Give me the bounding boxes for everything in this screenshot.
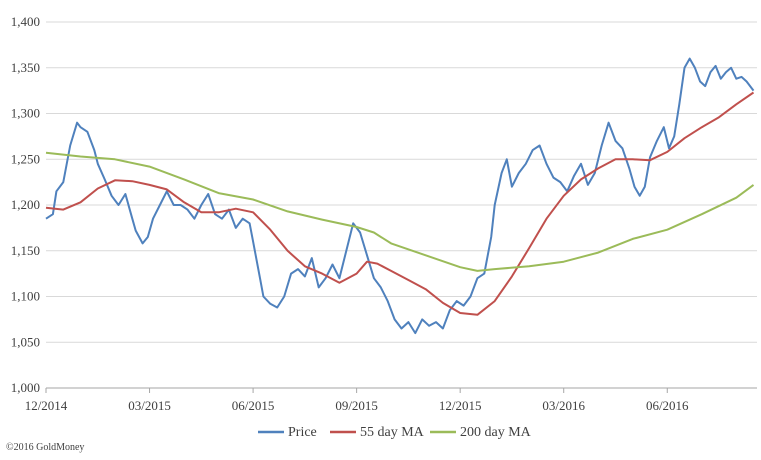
axes xyxy=(45,387,757,393)
y-tick-label: 1,200 xyxy=(11,197,40,212)
y-tick-label: 1,350 xyxy=(11,60,40,75)
y-tick-label: 1,150 xyxy=(11,243,40,258)
legend-label: 55 day MA xyxy=(360,425,425,440)
series-line-200-day-ma xyxy=(45,151,755,272)
series-line-55-day-ma xyxy=(45,91,755,316)
legend: Price 55 day MA 200 day MA xyxy=(258,425,532,440)
x-tick-labels: 12/2014 03/2015 06/2015 09/2015 12/2015 03/20… xyxy=(25,398,689,413)
series-line-price xyxy=(45,57,755,335)
y-tick-label: 1,250 xyxy=(11,151,40,166)
copyright-text: ©2016 GoldMoney xyxy=(6,442,85,453)
y-tick-label: 1,050 xyxy=(11,334,40,349)
x-tick-label: 03/2016 xyxy=(542,398,585,413)
y-tick-label: 1,300 xyxy=(11,106,40,121)
x-tick-label: 03/2015 xyxy=(128,398,171,413)
series-lines xyxy=(45,57,755,335)
x-tick-label: 06/2015 xyxy=(232,398,275,413)
x-tick-label: 09/2015 xyxy=(335,398,378,413)
y-tick-label: 1,000 xyxy=(11,380,40,395)
x-tick-label: 12/2015 xyxy=(439,398,482,413)
y-tick-label: 1,100 xyxy=(11,289,40,304)
x-tick-label: 12/2014 xyxy=(25,398,68,413)
grid-lines xyxy=(46,21,757,343)
y-tick-label: 1,400 xyxy=(11,14,40,29)
x-tick-label: 06/2016 xyxy=(646,398,689,413)
y-tick-labels: 1,000 1,050 1,100 1,150 1,200 1,250 1,300 1,350… xyxy=(11,14,40,395)
legend-label: 200 day MA xyxy=(460,425,532,440)
legend-label: Price xyxy=(288,425,317,440)
